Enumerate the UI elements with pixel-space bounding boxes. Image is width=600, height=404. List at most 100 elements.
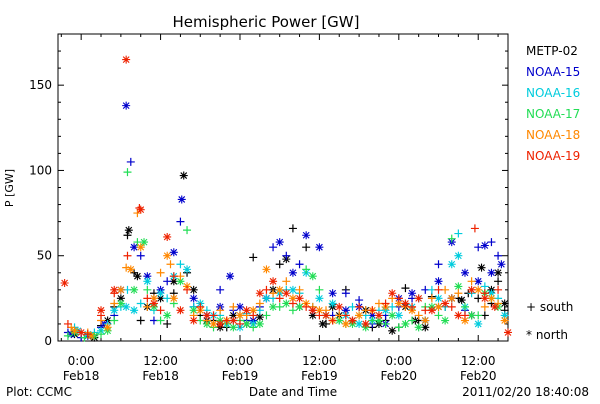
north-point-noaa-17	[269, 302, 278, 311]
north-point-noaa-16	[156, 289, 165, 298]
south-point-noaa-15	[176, 217, 185, 226]
north-point-noaa-19	[136, 205, 145, 214]
south-point-noaa-17	[63, 331, 72, 340]
south-point-noaa-19	[249, 311, 258, 320]
south-point-noaa-17	[249, 323, 258, 332]
x-tick-date-4: Feb20	[381, 369, 418, 383]
north-point-noaa-15	[235, 302, 244, 311]
legend-entry-noaa-17: NOAA-17	[526, 107, 580, 121]
x-tick-time-0: 0:00	[68, 354, 95, 368]
north-point-metp-02	[477, 263, 486, 272]
north-point-metp-02	[169, 277, 178, 286]
south-point-noaa-19	[494, 285, 503, 294]
south-point-noaa-19	[434, 285, 443, 294]
north-point-noaa-18	[355, 311, 364, 320]
south-point-noaa-18	[255, 299, 264, 308]
south-point-noaa-18	[166, 260, 175, 269]
north-point-noaa-19	[122, 55, 131, 64]
north-point-noaa-19	[480, 294, 489, 303]
south-point-noaa-16	[454, 229, 463, 238]
south-point-noaa-16	[480, 282, 489, 291]
north-point-noaa-15	[480, 241, 489, 250]
north-point-noaa-18	[70, 326, 79, 335]
south-point-noaa-19	[328, 316, 337, 325]
south-point-metp-02	[288, 224, 297, 233]
y-tick-label-100: 100	[29, 163, 52, 177]
north-point-noaa-19	[229, 316, 238, 325]
north-point-noaa-16	[454, 251, 463, 260]
north-point-noaa-17	[176, 277, 185, 286]
south-point-noaa-18	[454, 289, 463, 298]
south-point-noaa-19	[288, 299, 297, 308]
south-point-noaa-18	[216, 306, 225, 315]
north-point-noaa-18	[249, 306, 258, 315]
north-point-noaa-19	[322, 311, 331, 320]
north-point-noaa-19	[308, 306, 317, 315]
north-point-metp-02	[124, 226, 133, 235]
north-point-noaa-19	[242, 306, 251, 315]
south-point-noaa-17	[315, 285, 324, 294]
x-tick-time-1: 12:00	[143, 354, 178, 368]
south-point-noaa-19	[143, 294, 152, 303]
north-point-metp-02	[116, 294, 125, 303]
north-point-noaa-16	[143, 277, 152, 286]
south-point-noaa-18	[229, 302, 238, 311]
north-point-noaa-19	[348, 316, 357, 325]
south-point-noaa-19	[169, 272, 178, 281]
north-point-noaa-19	[202, 311, 211, 320]
x-tick-time-5: 12:00	[461, 354, 496, 368]
south-point-metp-02	[136, 316, 145, 325]
north-point-noaa-18	[126, 265, 135, 274]
north-point-noaa-17	[140, 238, 149, 247]
north-point-noaa-15	[434, 277, 443, 286]
north-point-noaa-18	[460, 316, 469, 325]
south-point-metp-02	[275, 260, 284, 269]
north-point-noaa-19	[60, 279, 69, 288]
chart-title: Hemispheric Power [GW]	[173, 13, 360, 31]
south-point-noaa-17	[80, 333, 89, 342]
north-point-noaa-16	[110, 306, 119, 315]
south-point-noaa-19	[83, 330, 92, 339]
north-point-noaa-15	[474, 277, 483, 286]
south-point-noaa-18	[414, 311, 423, 320]
south-point-noaa-15	[295, 260, 304, 269]
x-tick-date-5: Feb20	[460, 369, 497, 383]
south-point-noaa-15	[136, 251, 145, 260]
south-point-noaa-17	[460, 302, 469, 311]
south-point-noaa-19	[196, 302, 205, 311]
north-point-metp-02	[255, 313, 264, 322]
x-tick-time-3: 12:00	[302, 354, 337, 368]
south-point-noaa-19	[355, 302, 364, 311]
north-point-noaa-15	[67, 330, 76, 339]
legend-entry-metp-02: METP-02	[526, 44, 578, 58]
north-point-noaa-18	[288, 294, 297, 303]
north-point-metp-02	[308, 311, 317, 320]
south-point-noaa-15	[216, 285, 225, 294]
south-point-noaa-18	[67, 323, 76, 332]
north-point-noaa-15	[143, 272, 152, 281]
north-point-metp-02	[494, 268, 503, 277]
north-point-noaa-18	[87, 331, 96, 340]
y-tick-label-150: 150	[29, 78, 52, 92]
south-point-noaa-18	[143, 302, 152, 311]
north-point-noaa-15	[130, 243, 139, 252]
north-point-noaa-15	[169, 248, 178, 257]
north-point-noaa-17	[130, 285, 139, 294]
north-point-noaa-17	[282, 299, 291, 308]
north-point-noaa-18	[447, 294, 456, 303]
north-point-noaa-19	[110, 285, 119, 294]
south-point-noaa-15	[282, 251, 291, 260]
south-point-noaa-15	[269, 243, 278, 252]
south-point-noaa-17	[447, 234, 456, 243]
north-point-noaa-19	[454, 311, 463, 320]
north-point-noaa-18	[163, 251, 172, 260]
south-point-noaa-17	[288, 306, 297, 315]
north-point-noaa-15	[189, 294, 198, 303]
marker-legend-north: * north	[526, 328, 568, 342]
north-point-noaa-15	[288, 268, 297, 277]
south-point-noaa-16	[136, 299, 145, 308]
legend-layer: METP-02 NOAA-15 NOAA-16 NOAA-17 NOAA-18 NOAA-…	[526, 44, 580, 342]
north-point-noaa-16	[130, 306, 139, 315]
